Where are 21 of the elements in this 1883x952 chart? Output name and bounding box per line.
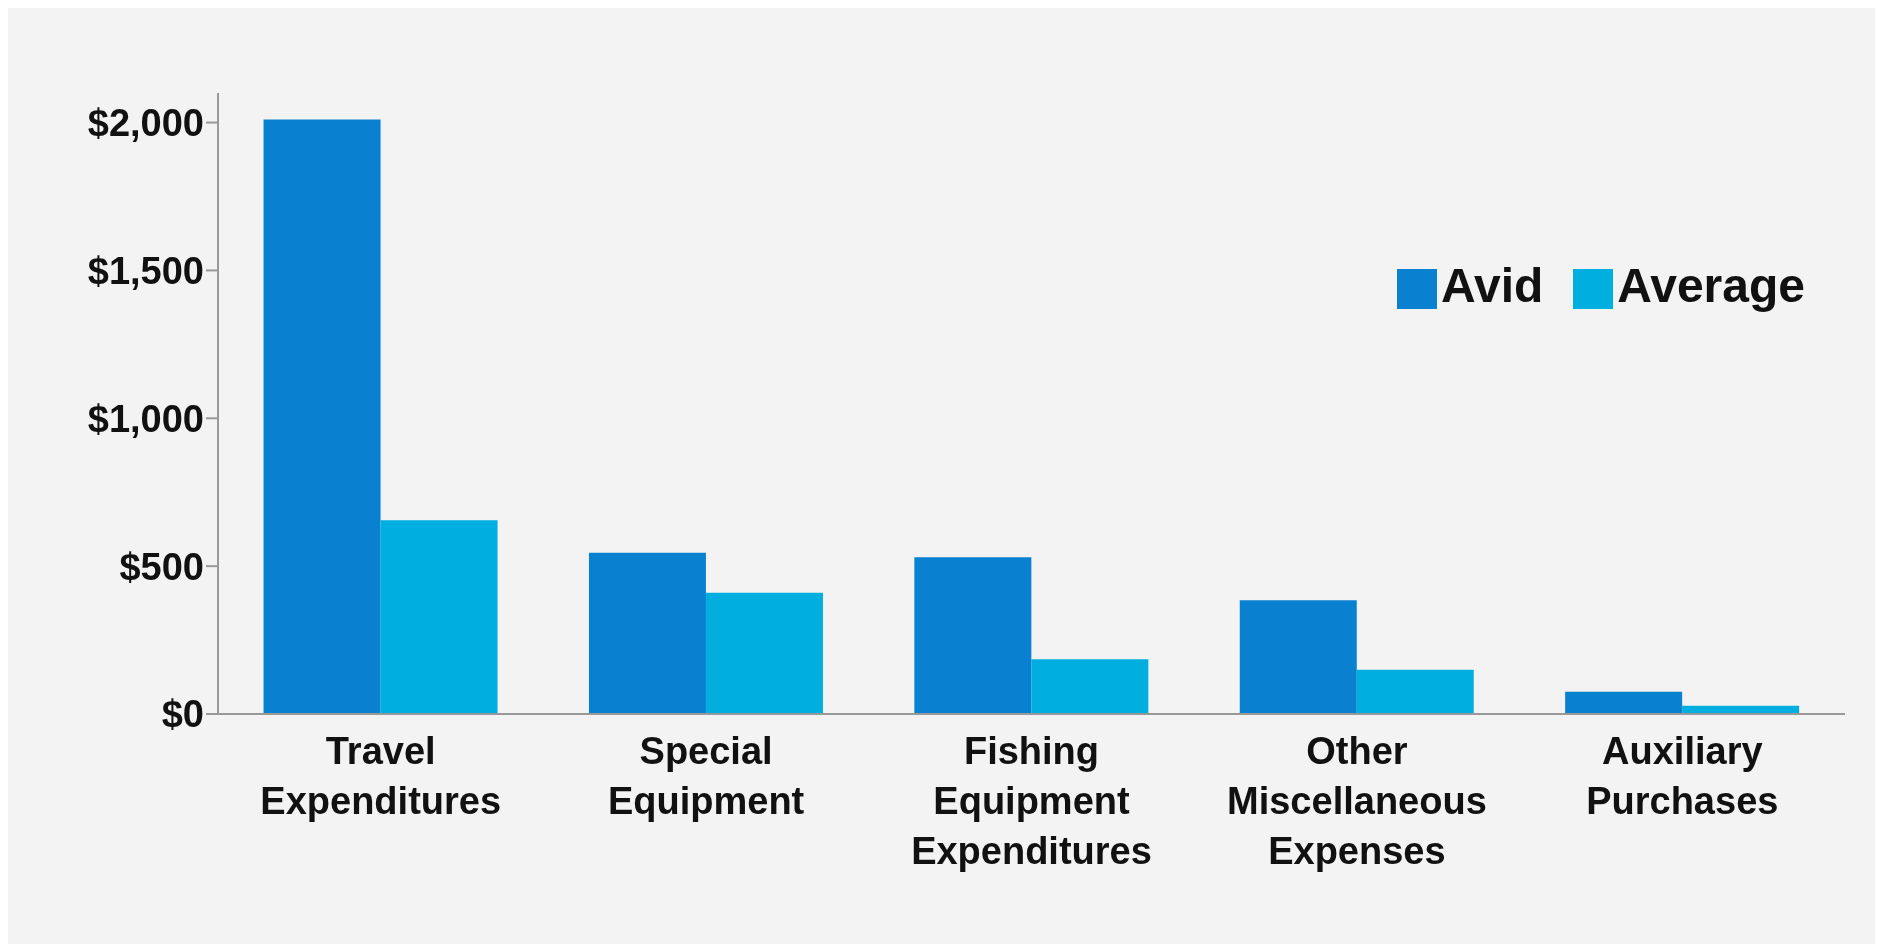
bar xyxy=(263,119,381,714)
x-tick-label: Other Miscellaneous Expenses xyxy=(1227,730,1487,872)
y-tick-label: $500 xyxy=(119,545,204,588)
bar xyxy=(380,520,498,714)
bar xyxy=(588,552,706,714)
legend-label: Avid xyxy=(1441,259,1544,312)
x-tick-label: Fishing Equipment Expenditures xyxy=(911,730,1152,872)
x-tick-label: Special Equipment xyxy=(607,730,805,822)
legend-label: Average xyxy=(1617,259,1805,312)
x-tick-label: Travel Expenditures xyxy=(260,730,502,822)
bar xyxy=(705,592,823,714)
y-tick-label: $0 xyxy=(161,693,204,736)
x-tick-label: Auxiliary Purchases xyxy=(1586,730,1779,822)
bar xyxy=(1565,691,1683,714)
bar xyxy=(1031,659,1149,714)
y-tick-label: $1,500 xyxy=(87,249,204,292)
bar xyxy=(914,557,1032,714)
y-tick-label: $1,000 xyxy=(87,397,204,440)
y-tick-label: $2,000 xyxy=(87,102,204,145)
bar xyxy=(1239,600,1357,714)
bar xyxy=(1356,669,1474,714)
